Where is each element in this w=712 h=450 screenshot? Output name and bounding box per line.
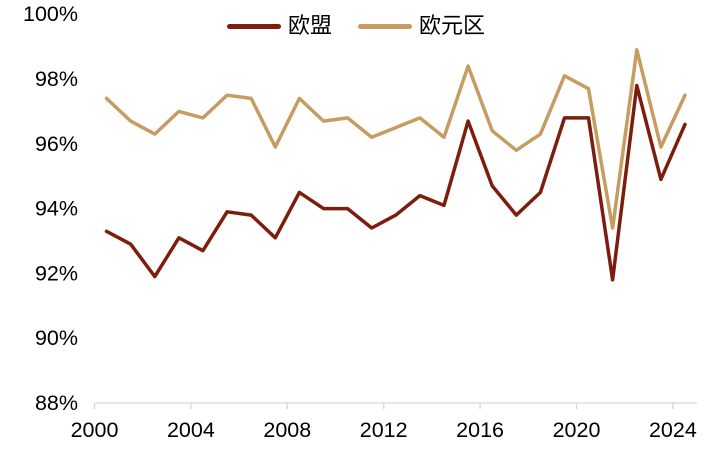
eu-line (104, 83, 687, 282)
y-tick-label: 96% (35, 132, 78, 156)
x-tick-label: 2008 (263, 418, 311, 442)
eu-legend-label: 欧盟 (287, 13, 332, 38)
eu-line-swatch (226, 23, 281, 29)
x-tick-label: 2012 (360, 418, 408, 442)
y-tick-label: 90% (35, 326, 78, 350)
eurozone-legend-label: 欧元区 (419, 13, 486, 38)
eurozone-line (104, 48, 687, 230)
chart-legend: 欧盟 欧元区 (0, 13, 712, 39)
x-tick-label: 2004 (167, 418, 215, 442)
legend-item-eu: 欧盟 (226, 13, 332, 39)
eurozone-line-swatch (358, 23, 412, 29)
y-tick-label: 98% (35, 67, 78, 91)
y-tick-label: 88% (35, 391, 78, 415)
y-tick-label: 94% (35, 197, 78, 221)
legend-item-eurozone: 欧元区 (358, 13, 485, 39)
x-tick-label: 2016 (456, 418, 504, 442)
y-tick-label: 100% (23, 2, 78, 26)
x-tick-label: 2024 (649, 418, 697, 442)
x-tick-label: 2020 (553, 418, 601, 442)
y-tick-label: 92% (35, 261, 78, 285)
x-tick-label: 2000 (71, 418, 119, 442)
